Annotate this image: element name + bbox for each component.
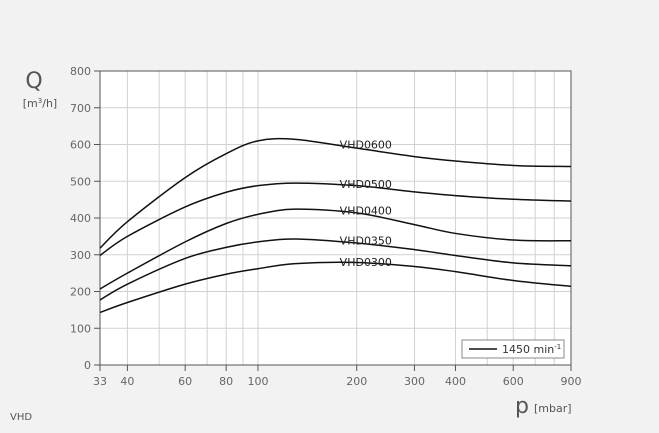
series-label-vhd0350: VHD0350 — [340, 235, 392, 248]
y-axis-symbol: Q — [25, 69, 42, 94]
y-tick-label: 200 — [70, 286, 91, 299]
y-tick-label: 400 — [70, 212, 91, 225]
x-tick-label: 400 — [445, 375, 466, 388]
legend: 1450 min-1 — [461, 339, 565, 359]
series-line-vhd0300 — [99, 261, 572, 314]
y-tick-label: 700 — [70, 102, 91, 115]
series-line-vhd0400 — [99, 208, 572, 290]
x-tick-label: 60 — [178, 375, 192, 388]
series-line-vhd0500 — [99, 182, 572, 257]
y-tick-label: 600 — [70, 139, 91, 152]
x-tick-label: 900 — [561, 375, 582, 388]
x-tick-label: 100 — [247, 375, 268, 388]
x-axis-symbol: p — [515, 394, 529, 419]
series-line-vhd0350 — [99, 238, 572, 301]
x-tick-label: 300 — [404, 375, 425, 388]
y-axis-unit: [m3/h] — [23, 97, 57, 110]
legend-label: 1450 min-1 — [502, 343, 561, 356]
footer-label: VHD — [10, 412, 32, 423]
x-axis-unit: [mbar] — [534, 402, 572, 415]
legend-box — [461, 339, 565, 359]
y-tick-label: 100 — [70, 322, 91, 335]
x-tick-label: 200 — [346, 375, 367, 388]
series-label-vhd0500: VHD0500 — [340, 178, 392, 191]
x-tick-label: 600 — [503, 375, 524, 388]
x-tick-label: 40 — [120, 375, 134, 388]
x-tick-label: 80 — [219, 375, 233, 388]
y-tick-label: 500 — [70, 175, 91, 188]
series-label-vhd0300: VHD0300 — [340, 256, 392, 269]
y-tick-label: 800 — [70, 65, 91, 78]
series-line-vhd0600 — [99, 137, 572, 249]
y-tick-label: 0 — [84, 359, 91, 372]
x-tick-label: 33 — [93, 375, 107, 388]
series-label-vhd0600: VHD0600 — [340, 138, 392, 151]
y-tick-label: 300 — [70, 249, 91, 262]
series-label-vhd0400: VHD0400 — [340, 205, 392, 218]
